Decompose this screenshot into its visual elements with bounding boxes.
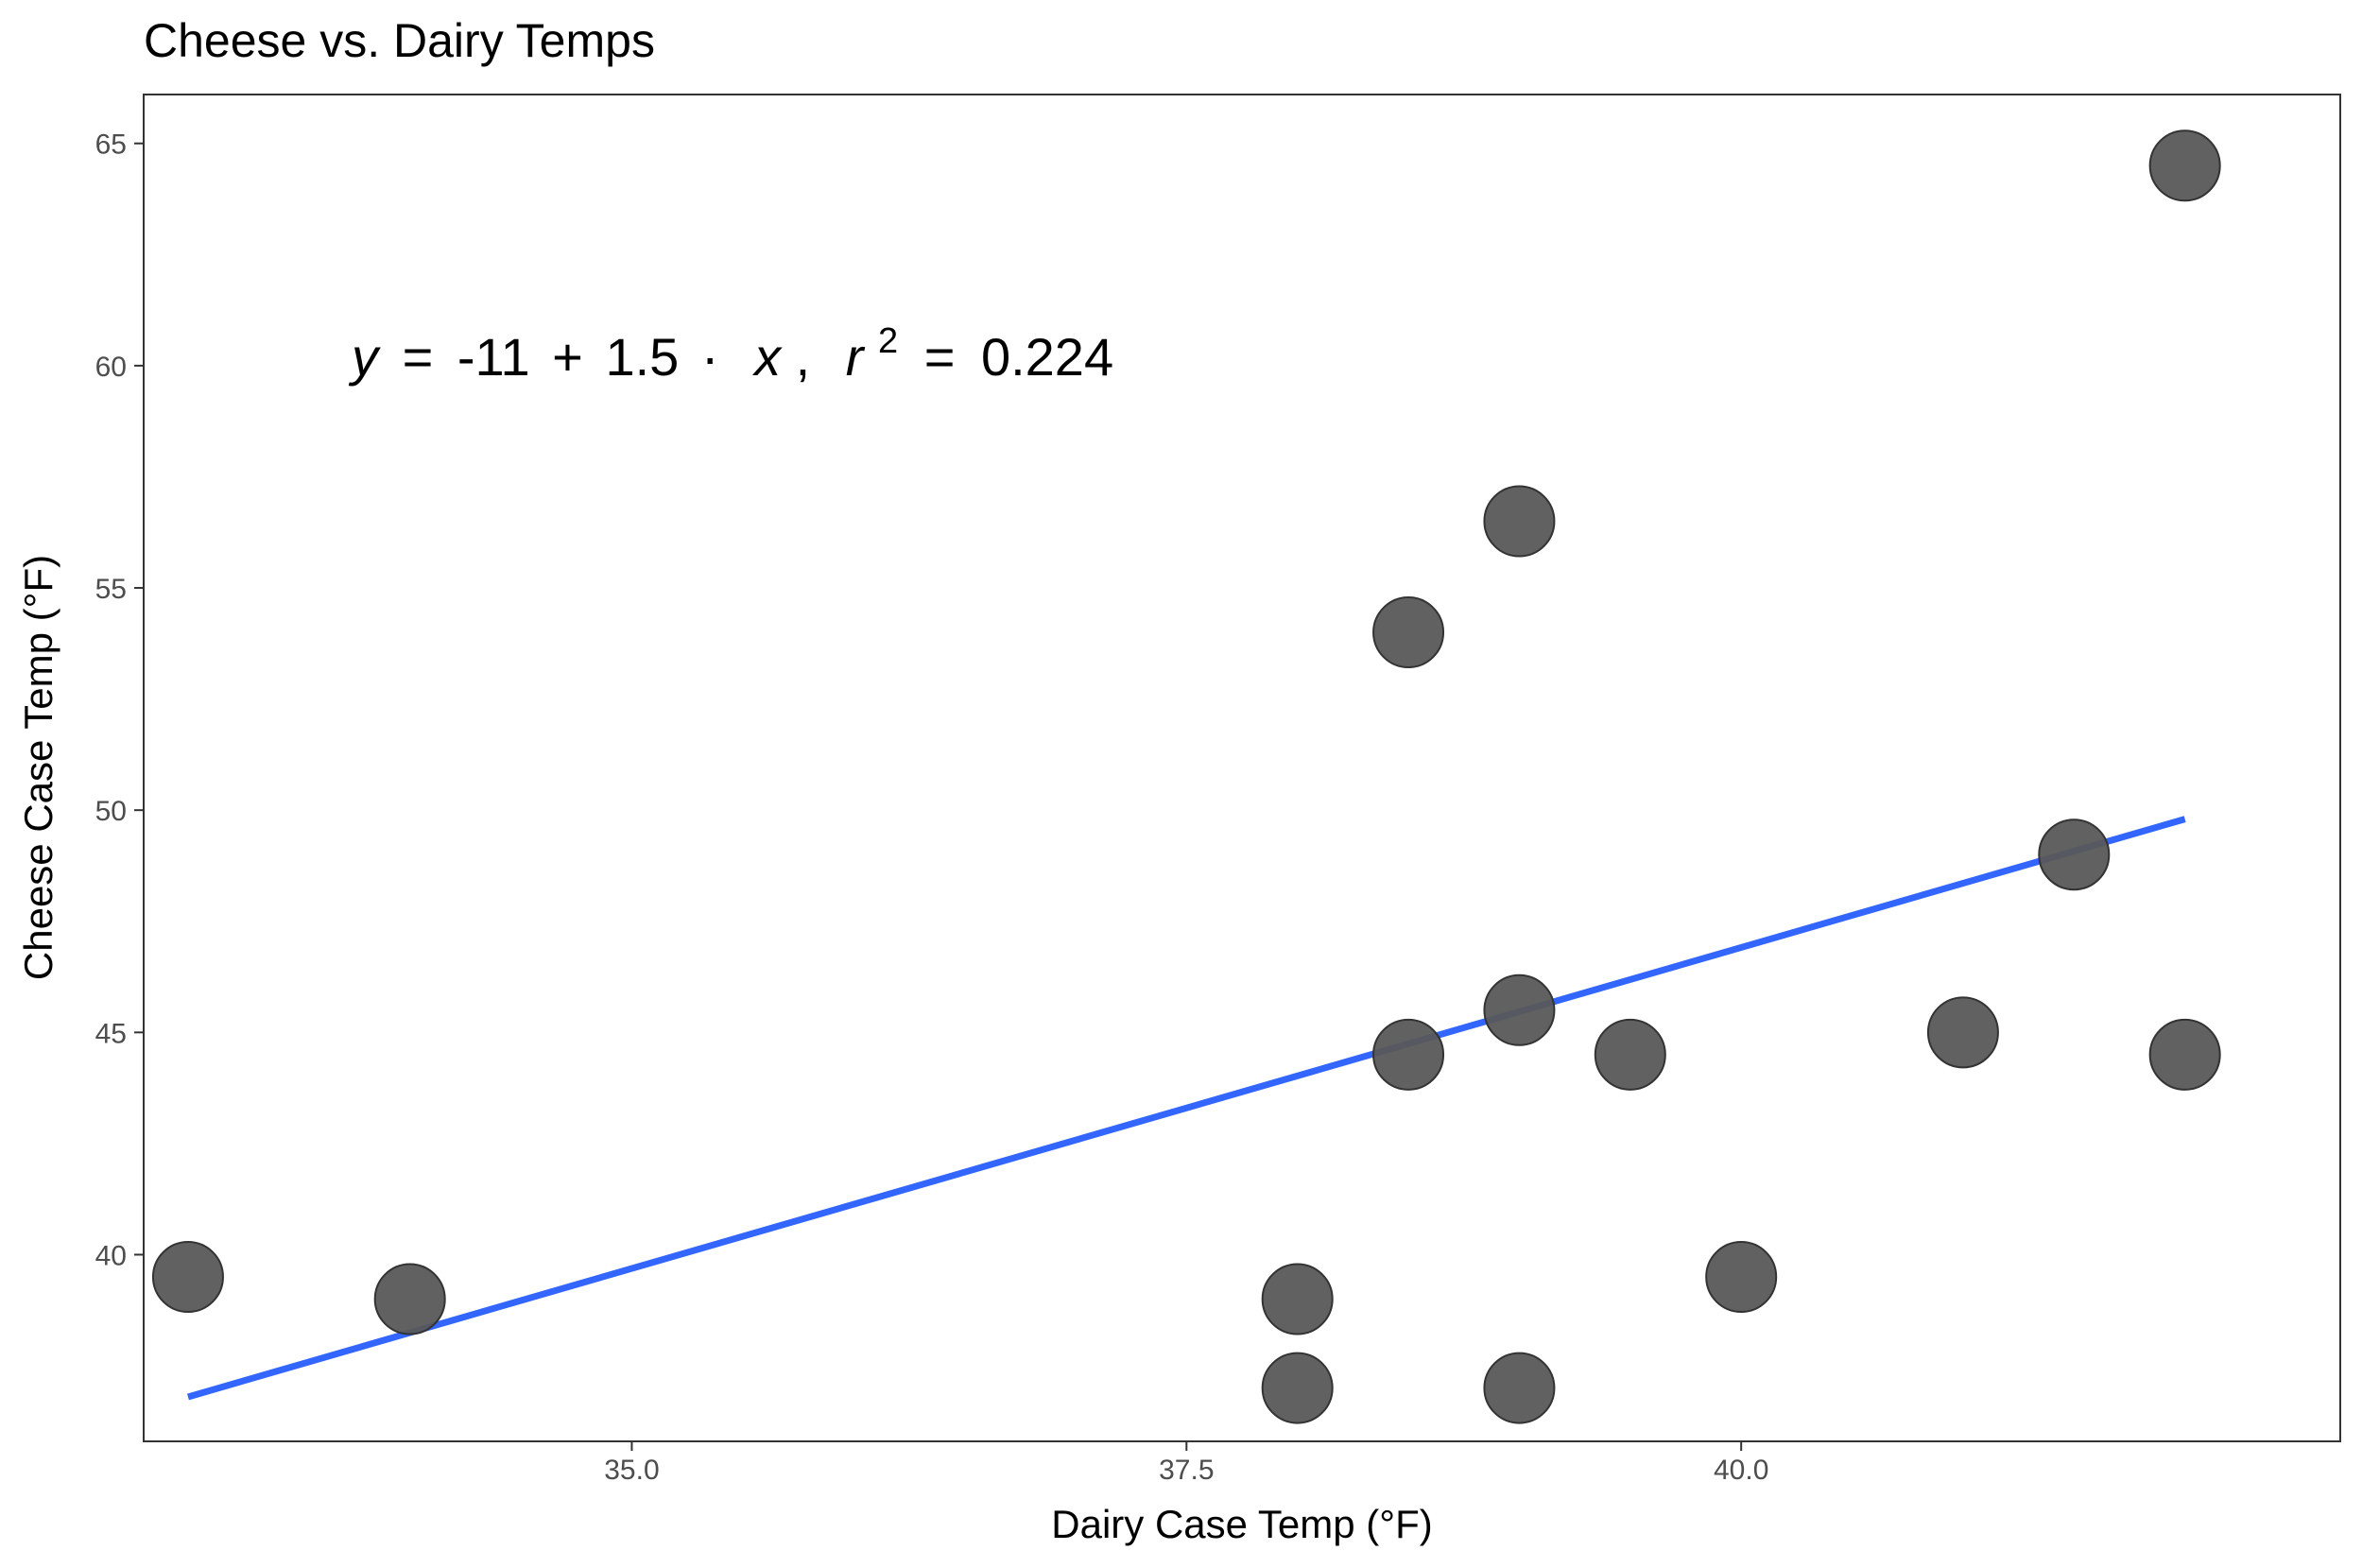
data-point [1705, 1240, 1778, 1313]
y-tick-label: 60 [95, 352, 127, 383]
y-tick-label: 50 [95, 796, 127, 827]
eq-y: y [348, 327, 381, 387]
data-point [1261, 1263, 1334, 1335]
regression-equation: y = -11 + 1.5 · x , r 2 = 0.224 [348, 304, 1113, 387]
y-axis: 40 45 50 55 60 65 [95, 129, 144, 1271]
regression-line-layer [186, 816, 2186, 1401]
eq-superscript: 2 [878, 321, 898, 361]
eq-slope: 1.5 [605, 327, 679, 387]
data-point [1261, 1352, 1334, 1424]
data-point [2148, 129, 2221, 202]
eq-x: x [751, 327, 783, 387]
eq-plus: + [552, 327, 583, 387]
data-point [2148, 1018, 2221, 1091]
x-tick-label: 37.5 [1159, 1455, 1214, 1486]
y-tick-label: 40 [95, 1240, 127, 1271]
data-point [1483, 1352, 1556, 1424]
x-tick-label: 35.0 [604, 1455, 659, 1486]
eq-r2-value: 0.224 [981, 327, 1113, 387]
plot-panel-border [143, 94, 2341, 1442]
y-tick-label: 65 [95, 129, 127, 161]
regression-line [186, 816, 2186, 1401]
y-axis-title: Cheese Case Temp (°F) [16, 555, 60, 980]
data-point [151, 1240, 224, 1313]
y-tick-label: 55 [95, 574, 127, 605]
chart-title: Cheese vs. Dairy Temps [144, 14, 655, 67]
data-point [2038, 818, 2111, 891]
data-point [1372, 596, 1445, 669]
x-tick-label: 40.0 [1714, 1455, 1768, 1486]
eq-equals: = [403, 327, 434, 387]
data-point [1483, 485, 1556, 558]
data-point [1483, 974, 1556, 1046]
eq-dot: · [701, 327, 719, 387]
y-tick-label: 45 [95, 1018, 127, 1049]
eq-r: r [846, 327, 866, 387]
eq-r2-equals: = [924, 327, 956, 387]
data-point [1594, 1018, 1666, 1091]
x-axis: 35.0 37.5 40.0 [604, 1441, 1768, 1486]
eq-intercept: -11 [457, 327, 530, 387]
data-point [1926, 996, 1999, 1069]
data-point [373, 1263, 446, 1335]
x-axis-title: Dairy Case Temp (°F) [1051, 1502, 1432, 1546]
data-point [1372, 1018, 1445, 1091]
eq-comma: , [796, 327, 811, 387]
points-layer [151, 129, 2221, 1424]
